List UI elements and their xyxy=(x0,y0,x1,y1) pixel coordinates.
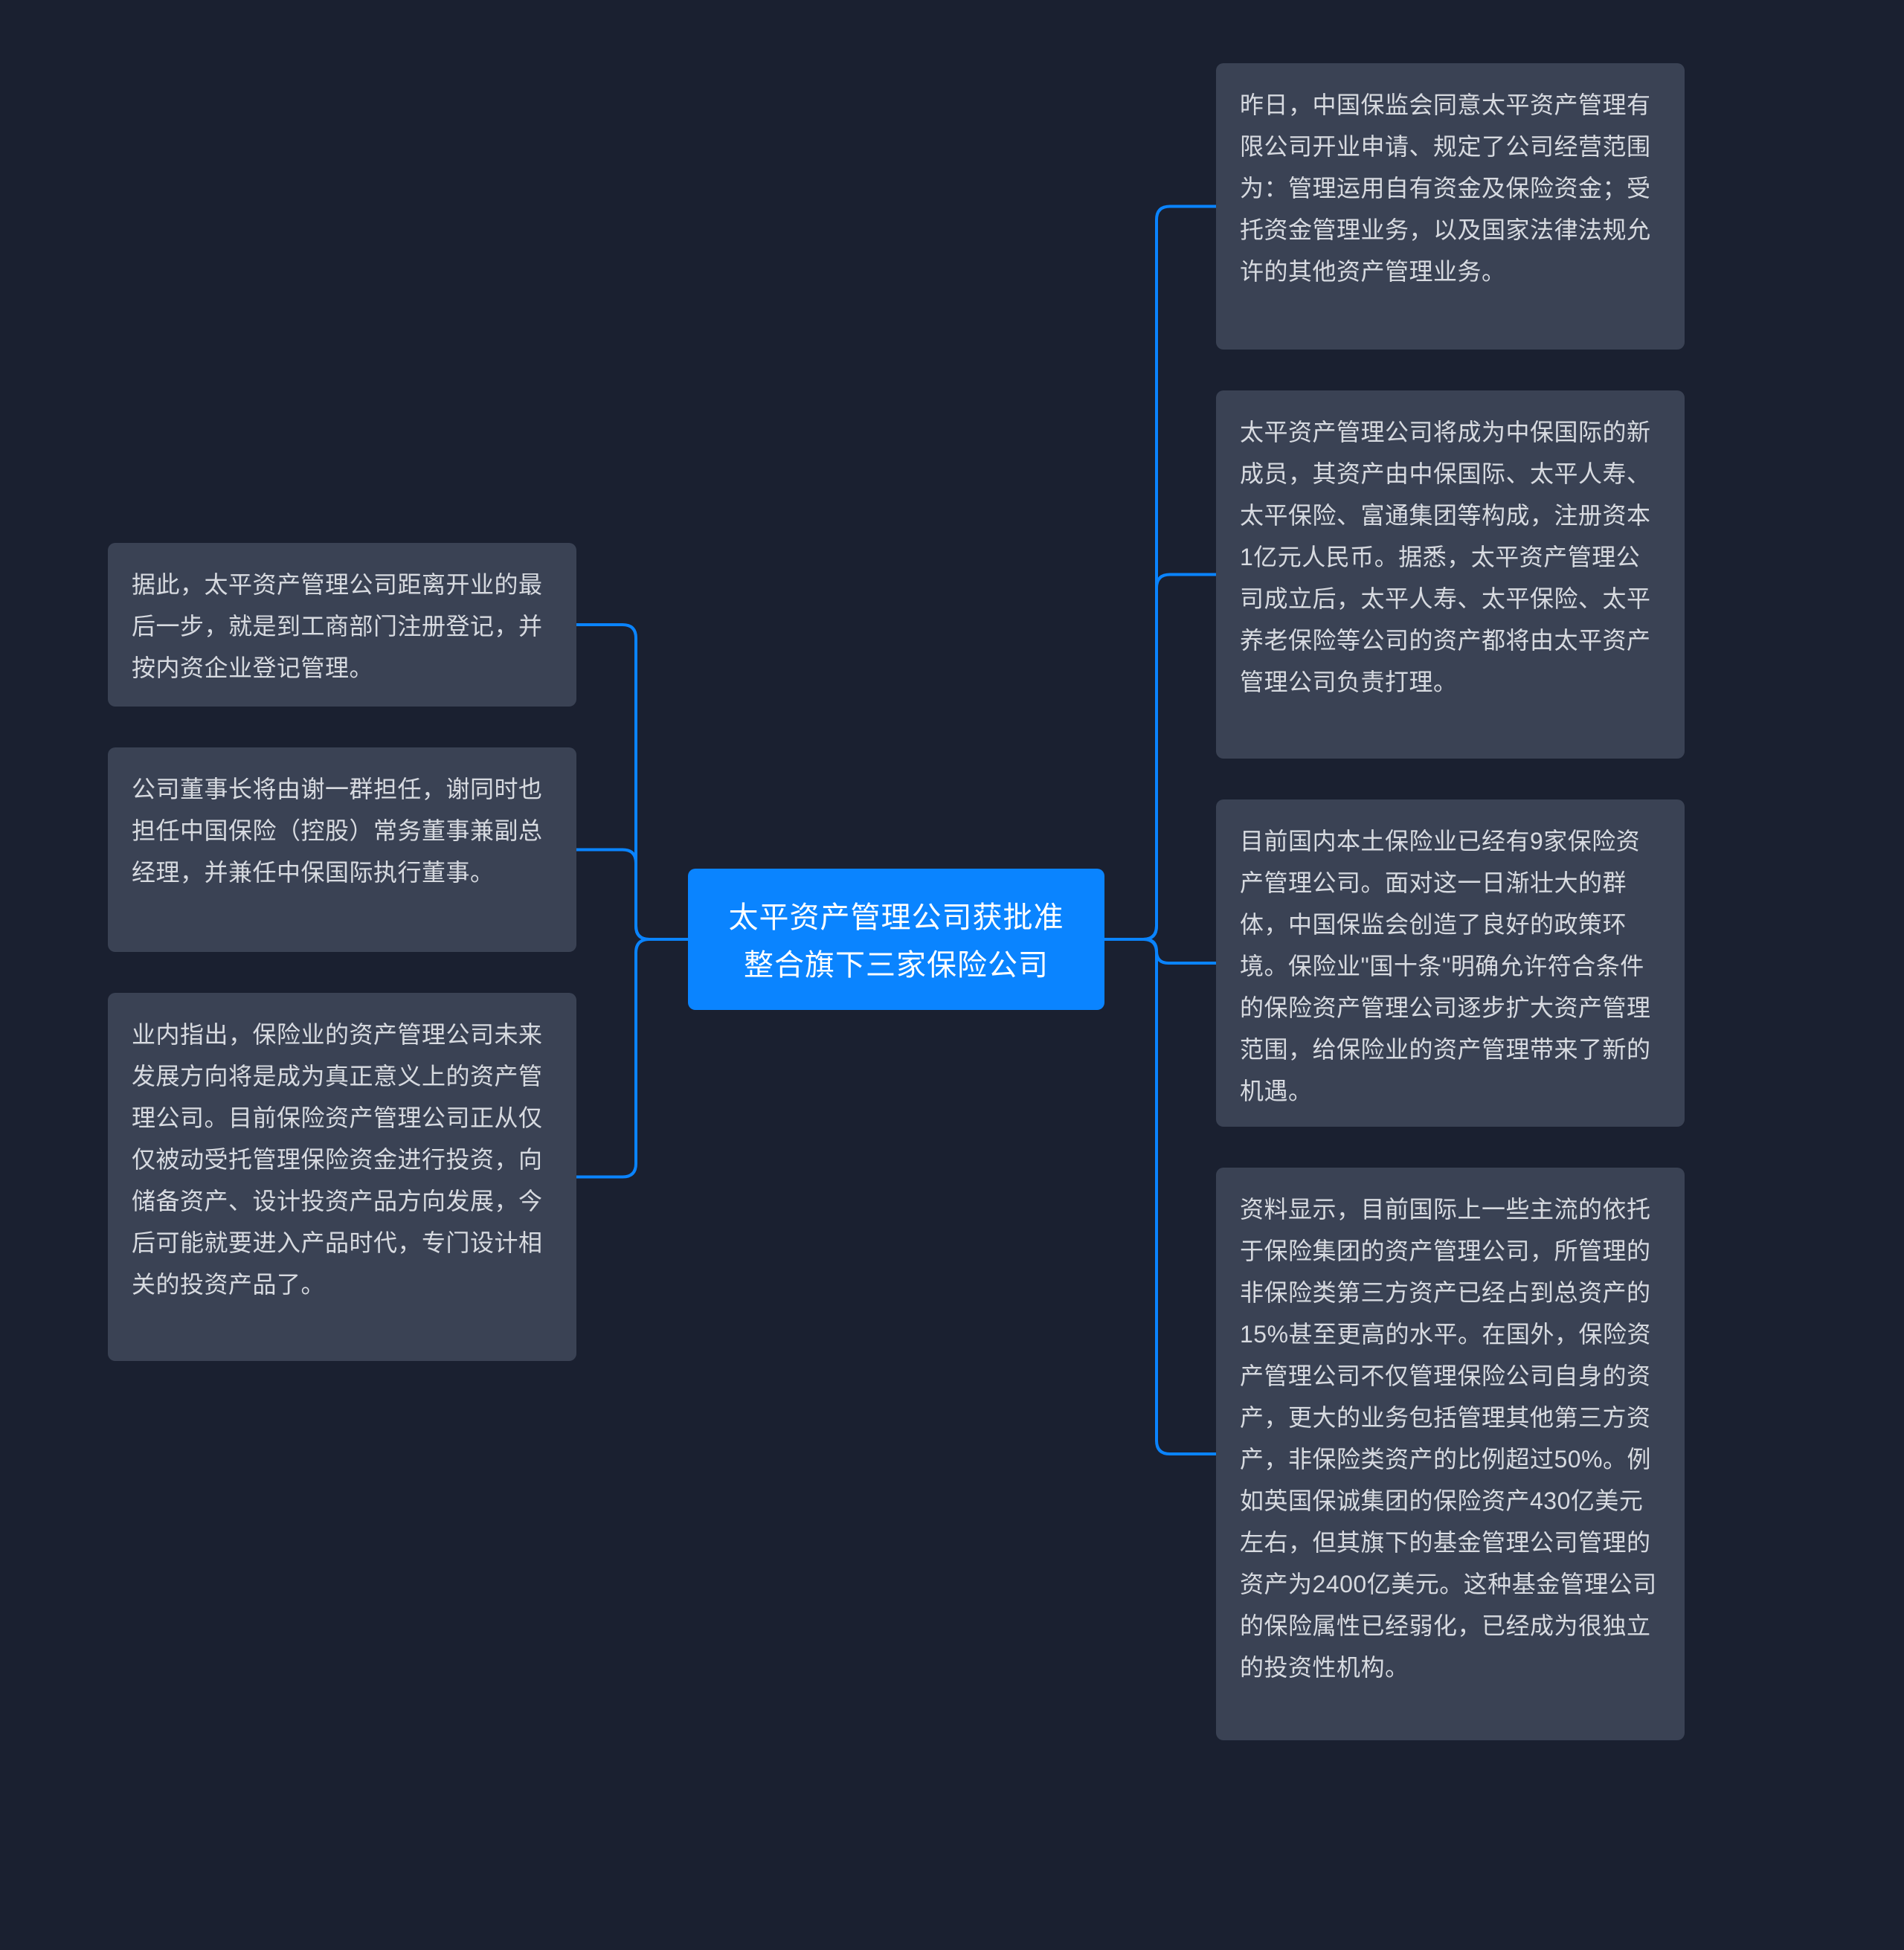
mindmap-left-node-1[interactable]: 据此，太平资产管理公司距离开业的最后一步，就是到工商部门注册登记，并按内资企业登… xyxy=(108,543,576,707)
mindmap-center-node[interactable]: 太平资产管理公司获批准整合旗下三家保险公司 xyxy=(688,869,1104,1010)
mindmap-canvas: 太平资产管理公司获批准整合旗下三家保险公司 据此，太平资产管理公司距离开业的最后… xyxy=(0,0,1904,1950)
mindmap-left-node-2[interactable]: 公司董事长将由谢一群担任，谢同时也担任中国保险（控股）常务董事兼副总经理，并兼任… xyxy=(108,747,576,952)
mindmap-right-node-3[interactable]: 目前国内本土保险业已经有9家保险资产管理公司。面对这一日渐壮大的群体，中国保监会… xyxy=(1216,799,1685,1127)
mindmap-right-node-2[interactable]: 太平资产管理公司将成为中保国际的新成员，其资产由中保国际、太平人寿、太平保险、富… xyxy=(1216,390,1685,759)
mindmap-right-node-1[interactable]: 昨日，中国保监会同意太平资产管理有限公司开业申请、规定了公司经营范围为：管理运用… xyxy=(1216,63,1685,350)
mindmap-left-node-3[interactable]: 业内指出，保险业的资产管理公司未来发展方向将是成为真正意义上的资产管理公司。目前… xyxy=(108,993,576,1361)
mindmap-right-node-4[interactable]: 资料显示，目前国际上一些主流的依托于保险集团的资产管理公司，所管理的非保险类第三… xyxy=(1216,1168,1685,1740)
